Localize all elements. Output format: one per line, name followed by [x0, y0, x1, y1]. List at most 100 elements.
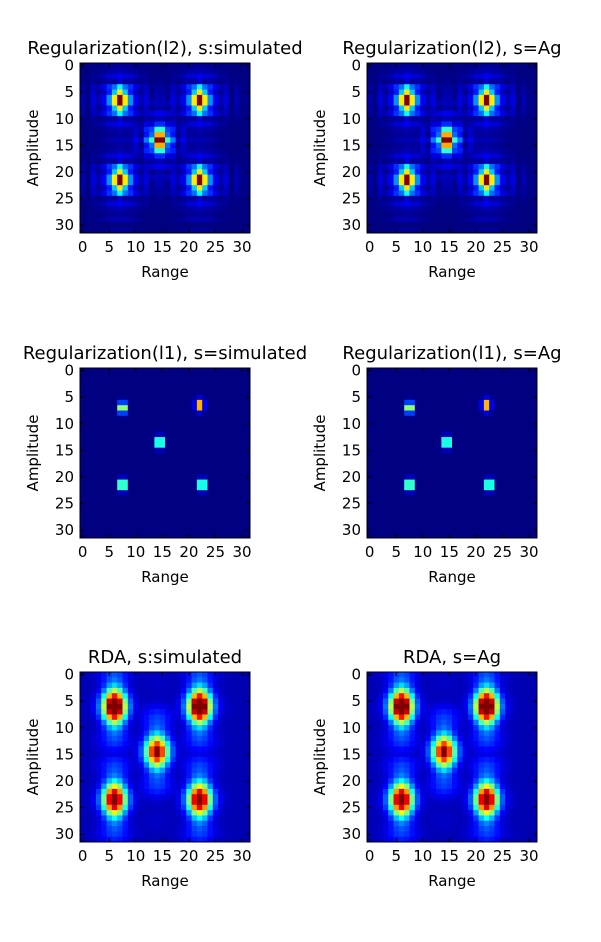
- heatmap-cell: [234, 511, 240, 518]
- heatmap-cell: [117, 709, 123, 715]
- heatmap-cell: [101, 105, 107, 112]
- heatmap-cell: [234, 682, 240, 689]
- heatmap-cell: [122, 453, 129, 459]
- heatmap-cell: [143, 484, 150, 491]
- heatmap-cell: [473, 415, 479, 422]
- heatmap-cell: [149, 185, 155, 191]
- heatmap-cell: [367, 522, 373, 528]
- heatmap-cell: [409, 399, 416, 406]
- heatmap-cell: [478, 206, 485, 213]
- heatmap-cell: [244, 431, 251, 438]
- heatmap-cell: [382, 174, 389, 181]
- heatmap-cell: [170, 399, 177, 406]
- heatmap-cell: [515, 174, 522, 181]
- heatmap-cell: [239, 719, 246, 726]
- heatmap-cell: [95, 368, 102, 374]
- heatmap-cell: [90, 405, 97, 411]
- heatmap-cell: [420, 511, 426, 518]
- y-axis-label: Amplitude: [24, 415, 42, 492]
- x-tick-label: 25: [206, 543, 225, 561]
- heatmap-cell: [457, 153, 464, 160]
- y-tick-label: 5: [64, 83, 74, 101]
- heatmap-cell: [223, 110, 230, 117]
- heatmap-cell: [521, 500, 527, 507]
- heatmap-cell: [154, 190, 161, 197]
- heatmap-cell: [414, 68, 421, 75]
- heatmap-cell: [133, 703, 139, 710]
- heatmap-cell: [473, 522, 479, 528]
- heatmap-cell: [515, 506, 522, 512]
- heatmap-cell: [149, 142, 155, 149]
- heatmap-cell: [436, 484, 442, 491]
- heatmap-cell: [202, 672, 208, 678]
- heatmap-cell: [467, 399, 474, 406]
- heatmap-cell: [143, 217, 150, 223]
- heatmap-cell: [101, 719, 107, 726]
- heatmap-cell: [420, 206, 426, 213]
- heatmap-cell: [505, 506, 511, 512]
- heatmap-cell: [414, 484, 421, 491]
- heatmap-cell: [170, 73, 177, 80]
- heatmap-cell: [95, 63, 102, 69]
- heatmap-cell: [80, 100, 86, 106]
- heatmap-cell: [207, 516, 214, 523]
- heatmap-cell: [239, 405, 246, 411]
- heatmap-cell: [175, 110, 182, 117]
- heatmap-cell: [234, 410, 240, 417]
- heatmap-cell: [505, 158, 511, 165]
- heatmap-cell: [499, 474, 506, 480]
- heatmap-cell: [228, 532, 235, 539]
- heatmap-cell: [175, 158, 182, 165]
- heatmap-cell: [489, 227, 495, 234]
- heatmap-cell: [489, 383, 495, 390]
- heatmap-cell: [101, 778, 107, 784]
- heatmap-cell: [462, 453, 469, 459]
- heatmap-cell: [159, 453, 166, 459]
- heatmap-cell: [505, 500, 511, 507]
- heatmap-cell: [165, 447, 171, 454]
- heatmap-cell: [212, 389, 219, 395]
- heatmap-cell: [196, 783, 203, 790]
- heatmap-cell: [170, 703, 177, 710]
- heatmap-cell: [505, 100, 511, 106]
- heatmap-cell: [494, 84, 501, 90]
- heatmap-cell: [143, 479, 150, 486]
- heatmap-cell: [80, 389, 86, 395]
- heatmap-cell: [372, 426, 379, 433]
- heatmap-cell: [111, 394, 118, 401]
- heatmap-cell: [388, 453, 394, 459]
- heatmap-cell: [154, 137, 161, 144]
- heatmap-cell: [80, 783, 86, 790]
- heatmap-cell: [483, 447, 490, 454]
- heatmap-cell: [180, 179, 187, 186]
- heatmap-cell: [170, 174, 177, 181]
- axes-frame: [79, 367, 251, 539]
- heatmap-cell: [117, 383, 123, 390]
- heatmap-cell: [202, 709, 208, 715]
- heatmap-cell: [409, 421, 416, 427]
- heatmap-cell: [122, 169, 129, 175]
- heatmap-cell: [239, 132, 246, 138]
- heatmap-cell: [462, 405, 469, 411]
- heatmap-cell: [393, 78, 400, 85]
- heatmap-cell: [223, 463, 230, 470]
- heatmap-cell: [414, 415, 421, 422]
- heatmap-cell: [111, 746, 118, 753]
- heatmap-cell: [170, 484, 177, 491]
- heatmap-cell: [159, 389, 166, 395]
- x-tick-label: 30: [519, 238, 538, 256]
- heatmap-cell: [143, 227, 150, 234]
- heatmap-cell: [165, 677, 171, 684]
- heatmap-cell: [90, 373, 97, 380]
- heatmap-cell: [85, 89, 92, 96]
- heatmap-cell: [90, 399, 97, 406]
- heatmap-cell: [473, 105, 479, 112]
- heatmap-cell: [446, 410, 453, 417]
- heatmap-cell: [106, 703, 113, 710]
- heatmap-cell: [478, 105, 485, 112]
- heatmap-cell: [531, 383, 538, 390]
- heatmap-cell: [239, 116, 246, 122]
- heatmap-cell: [234, 89, 240, 96]
- heatmap-cell: [90, 78, 97, 85]
- heatmap-cell: [133, 169, 139, 175]
